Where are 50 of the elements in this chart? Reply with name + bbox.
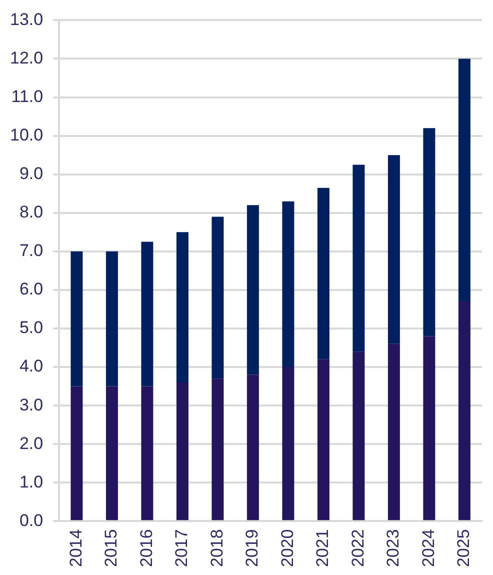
bar [176,382,188,520]
bar [106,386,118,520]
bar [388,155,400,344]
y-tick-label: 2.0 [19,434,44,453]
bar [176,232,188,382]
x-tick-label: 2018 [207,529,226,568]
bar [212,378,224,520]
bar [458,302,470,520]
x-tick-label: 2015 [102,529,121,568]
x-tick-label: 2023 [384,529,403,568]
y-tick-label: 10.0 [10,126,44,144]
y-tick-label: 4.0 [19,356,44,376]
bar [141,386,154,520]
x-tick-label: 2024 [418,529,438,568]
bar [70,386,83,520]
y-tick-label: 8.0 [19,202,44,222]
y-tick-label: 1.0 [19,472,44,492]
y-tick-label: 13.0 [10,10,44,29]
bar [141,242,154,386]
y-tick-label: 0.0 [19,510,44,530]
x-tick-label: 2025 [454,529,474,568]
y-tick-label: 3.0 [19,395,44,414]
x-tick-label: 2020 [278,529,297,568]
bar [317,188,330,360]
y-tick-label: 6.0 [19,280,44,299]
x-tick-label: 2017 [172,529,192,568]
bar [70,251,83,386]
y-tick-label: 7.0 [19,241,44,260]
y-tick-label: 5.0 [19,318,44,338]
bar [246,205,259,375]
bar [352,352,365,520]
bar [458,58,470,302]
bar [106,251,118,386]
x-tick-label: 2022 [348,529,368,568]
bar [352,164,365,352]
bar [246,374,259,520]
bar [317,359,330,520]
bar [423,128,436,336]
y-tick-label: 12.0 [10,48,44,68]
x-tick-label: 2019 [242,529,262,568]
bar [388,344,400,520]
bar [282,201,294,368]
y-tick-label: 11.0 [11,86,44,106]
y-tick-label: 9.0 [19,164,44,184]
bar [282,367,294,520]
x-tick-label: 2021 [313,529,332,568]
x-tick-label: 2016 [136,529,156,568]
bar [212,216,224,379]
bar [423,336,436,520]
x-tick-label: 2014 [66,529,86,568]
